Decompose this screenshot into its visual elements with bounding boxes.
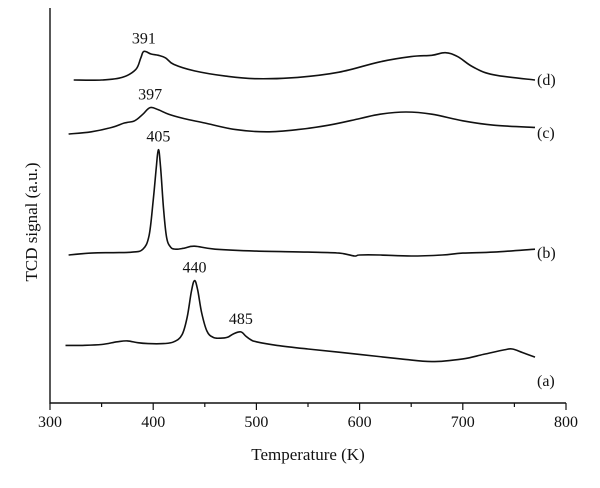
curves (65, 50, 536, 363)
series-label: (c) (537, 125, 555, 142)
series-line (68, 106, 536, 135)
series-label: (d) (537, 72, 556, 89)
x-tick-label: 300 (38, 414, 62, 431)
annotations: (a) (b) (c) (d) 391 397 405 440 485 (132, 30, 556, 390)
axes: 300 400 500 600 700 800 (38, 8, 578, 431)
peak-label: 397 (138, 87, 162, 104)
series-line (73, 50, 536, 82)
series-label: (b) (537, 245, 556, 262)
peak-label: 440 (182, 260, 206, 277)
peak-label: 391 (132, 30, 156, 47)
series-label: (a) (537, 373, 555, 390)
x-tick-label: 700 (451, 414, 475, 431)
x-tick-label: 800 (554, 414, 578, 431)
x-axis-title: Temperature (K) (251, 445, 365, 464)
x-tick-label: 600 (348, 414, 372, 431)
axis-frame (49, 8, 566, 404)
y-axis-title: TCD signal (a.u.) (22, 163, 41, 282)
peak-label: 485 (229, 311, 253, 328)
peak-label: 405 (146, 129, 170, 146)
series-line (68, 148, 536, 257)
x-tick-label: 500 (244, 414, 268, 431)
x-tick-label: 400 (141, 414, 165, 431)
series-line (65, 279, 536, 363)
